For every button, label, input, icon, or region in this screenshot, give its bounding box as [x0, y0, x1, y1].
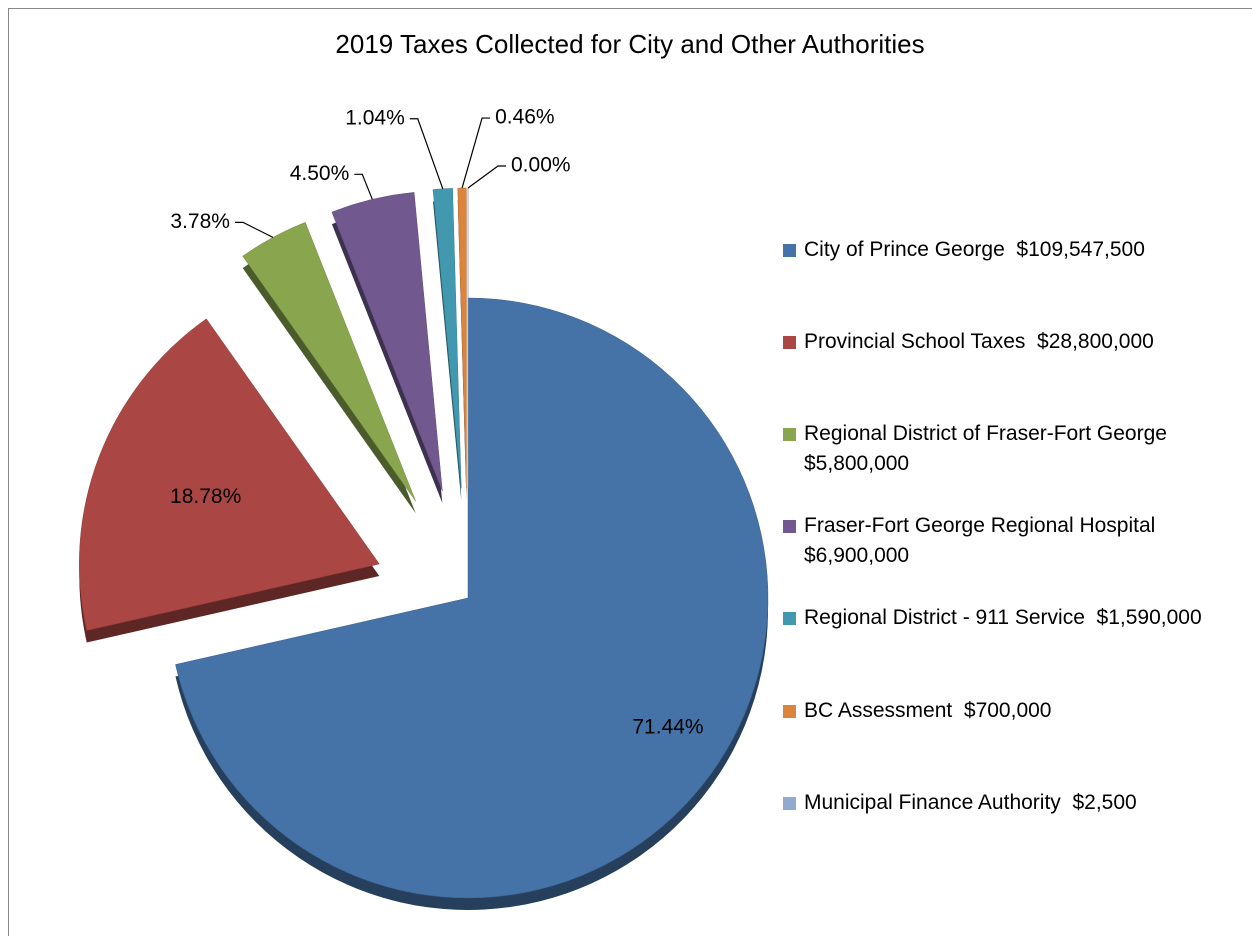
legend-swatch: [783, 797, 796, 810]
data-label: 71.44%: [632, 716, 703, 739]
legend-swatch: [783, 336, 796, 349]
slice: [331, 192, 443, 492]
slice: [242, 221, 416, 502]
legend-swatch: [783, 612, 796, 625]
legend-label: Regional District - 911 Service $1,590,0…: [804, 606, 1202, 629]
leader-line: [354, 173, 373, 200]
legend-item: BC Assessment $700,000: [783, 696, 1248, 726]
slice: [432, 188, 462, 489]
data-label: 1.04%: [345, 106, 405, 129]
legend-item: Regional District of Fraser-Fort George …: [783, 419, 1248, 479]
legend-swatch: [783, 244, 796, 257]
legend-label: BC Assessment $700,000: [804, 699, 1052, 722]
leader-line: [467, 165, 506, 189]
data-label: 4.50%: [290, 162, 350, 185]
legend-swatch: [783, 428, 796, 441]
legend-label: Municipal Finance Authority $2,500: [804, 791, 1137, 814]
data-label: 0.00%: [511, 154, 571, 177]
legend-item: Municipal Finance Authority $2,500: [783, 788, 1248, 818]
legend-item: Fraser-Fort George Regional Hospital $6,…: [783, 511, 1248, 571]
data-label: 18.78%: [170, 485, 241, 508]
legend-item: Provincial School Taxes $28,800,000: [783, 327, 1248, 357]
leader-line: [409, 118, 444, 189]
leader-line: [234, 221, 274, 238]
legend-item: Regional District - 911 Service $1,590,0…: [783, 603, 1248, 633]
chart-title: 2019 Taxes Collected for City and Other …: [335, 29, 924, 59]
legend-label: Fraser-Fort George Regional Hospital $6,…: [804, 514, 1167, 567]
legend-swatch: [783, 520, 796, 533]
legend-label: Regional District of Fraser-Fort George …: [804, 422, 1179, 475]
legend-swatch: [783, 705, 796, 718]
chart-frame: [8, 8, 1252, 936]
legend-label: City of Prince George $109,547,500: [804, 238, 1145, 261]
slice: [79, 318, 380, 631]
slice: [175, 297, 769, 899]
data-label: 3.78%: [170, 210, 230, 233]
legend-item: City of Prince George $109,547,500: [783, 235, 1248, 265]
legend-label: Provincial School Taxes $28,800,000: [804, 330, 1154, 353]
data-label: 0.46%: [495, 106, 555, 129]
leader-line: [461, 117, 491, 189]
